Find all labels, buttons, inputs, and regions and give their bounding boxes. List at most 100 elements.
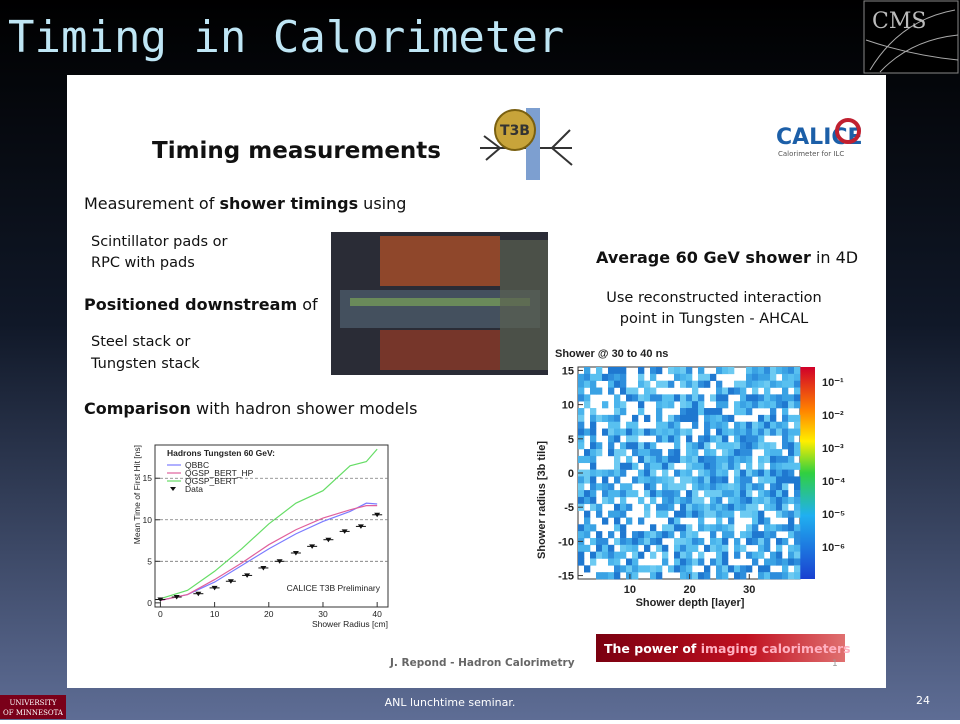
map-cell: [656, 401, 663, 409]
map-cell: [692, 510, 699, 518]
map-cell: [728, 490, 735, 498]
map-cell: [674, 373, 681, 381]
text-bold: Positioned downstream: [84, 295, 297, 314]
text-bold: Average 60 GeV shower: [596, 248, 811, 267]
page-number: 24: [916, 694, 930, 707]
map-cell: [650, 572, 657, 580]
map-cell: [614, 558, 621, 566]
map-cell: [758, 428, 765, 436]
map-cell: [668, 462, 675, 470]
map-cell: [656, 428, 663, 436]
map-cell: [782, 496, 789, 505]
map-cell: [746, 510, 753, 518]
map-cell: [698, 510, 705, 518]
map-cell: [650, 483, 657, 491]
map-cell: [686, 551, 693, 559]
map-cell: [674, 449, 681, 457]
text-bold: Comparison: [84, 399, 191, 418]
map-cell: [746, 367, 753, 375]
map-cell: [596, 531, 603, 539]
map-cell: [788, 373, 795, 381]
map-cell: [602, 483, 609, 491]
map-cell: [596, 373, 603, 381]
map-cell: [698, 462, 705, 470]
map-cell: [788, 551, 795, 559]
map-cell: [596, 387, 603, 395]
map-cell: [656, 394, 663, 402]
map-cell: [626, 490, 633, 498]
map-cell: [782, 503, 789, 511]
map-cell: [716, 476, 723, 484]
map-cell: [590, 469, 597, 477]
map-cell: [782, 565, 789, 573]
map-cell: [758, 414, 765, 423]
map-cell: [710, 490, 717, 498]
map-cell: [698, 469, 705, 477]
map-cell: [794, 449, 801, 457]
map-cell: [608, 531, 615, 539]
map-cell: [716, 524, 723, 532]
map-cell: [686, 496, 693, 505]
map-cell: [728, 449, 735, 457]
map-cell: [584, 524, 591, 532]
map-cell: [764, 421, 771, 429]
map-cell: [782, 380, 789, 388]
map-cell: [692, 490, 699, 498]
map-cell: [794, 394, 801, 402]
plot-frame: [154, 444, 389, 608]
banner-text: The power of imaging calorimeters: [604, 641, 851, 656]
map-cell: [620, 496, 627, 505]
map-cell: [782, 455, 789, 464]
map-cell: [692, 476, 699, 484]
map-cell: [704, 380, 711, 388]
map-cell: [776, 455, 783, 464]
map-cell: [656, 367, 663, 375]
map-cell: [620, 544, 627, 552]
map-cell: [704, 428, 711, 436]
map-cell: [614, 428, 621, 436]
map-cell: [698, 517, 705, 525]
map-cell: [764, 428, 771, 436]
map-cell: [590, 455, 597, 464]
map-cell: [752, 367, 759, 375]
map-cell: [590, 496, 597, 505]
map-cell: [740, 387, 747, 395]
map-cell: [620, 380, 627, 388]
calice-logo: CALICE Calorimeter for ILC: [776, 118, 863, 158]
map-cell: [776, 367, 783, 375]
map-cell: [764, 503, 771, 511]
map-cell: [728, 414, 735, 423]
map-cell: [626, 565, 633, 573]
positioned: Positioned downstream of: [84, 295, 318, 314]
map-cell: [716, 380, 723, 388]
map-cell: [746, 394, 753, 402]
map-cell: [740, 435, 747, 443]
map-cell: [686, 537, 693, 546]
map-cell: [716, 455, 723, 464]
map-cell: [614, 503, 621, 511]
map-cell: [770, 572, 777, 580]
plot-x-label: Shower Radius [cm]: [312, 619, 388, 629]
map-cell: [698, 380, 705, 388]
map-cell: [728, 517, 735, 525]
map-cell: [668, 380, 675, 388]
map-cell: [770, 394, 777, 402]
comparison: Comparison with hadron shower models: [84, 399, 417, 418]
map-cell: [590, 449, 597, 457]
map-cell: [770, 367, 777, 375]
map-cell: [764, 537, 771, 546]
map-cell: [608, 414, 615, 423]
page-small: 1: [832, 659, 838, 669]
map-cell: [650, 462, 657, 470]
map-cell: [674, 565, 681, 573]
map-cell: [692, 572, 699, 580]
map-cell: [722, 421, 729, 429]
map-cell: [746, 455, 753, 464]
map-cell: [692, 380, 699, 388]
footer-text: ANL lunchtime seminar.: [385, 696, 516, 709]
map-cell: [680, 537, 687, 546]
map-cell: [578, 387, 585, 395]
map-cell: [626, 428, 633, 436]
map-cell: [704, 510, 711, 518]
map-cell: [734, 483, 741, 491]
